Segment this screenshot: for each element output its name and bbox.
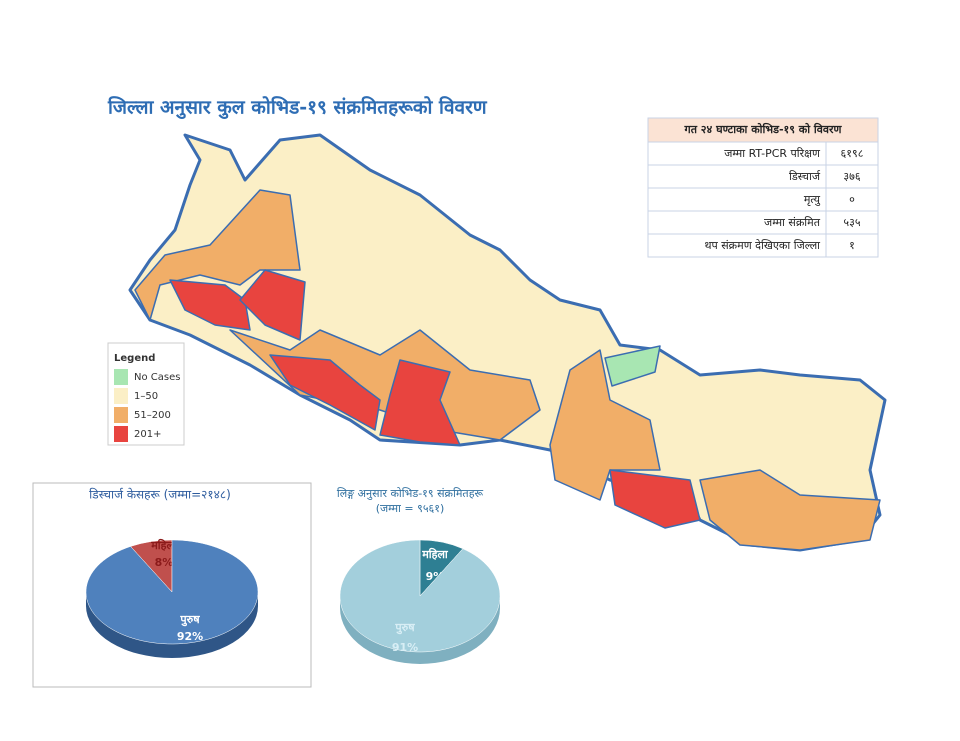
legend-swatch [114, 426, 128, 442]
nepal-map [128, 133, 887, 552]
summary-table: गत २४ घण्टाका कोभिड-१९ को विवरण जम्मा RT… [647, 117, 879, 258]
slice-value: 92% [177, 630, 203, 643]
pie-title: डिस्चार्ज केसहरू (जम्मा=२१४८) [89, 488, 231, 502]
legend-label: No Cases [134, 372, 180, 383]
district [699, 469, 881, 551]
slice-name: महिला [150, 538, 178, 552]
district [609, 469, 701, 529]
row-value: ५३५ [843, 216, 860, 229]
row-value: ६१९८ [841, 147, 864, 160]
slice-name: पुरुष [394, 621, 415, 635]
table-header-bg [647, 117, 879, 143]
district [379, 359, 461, 446]
table-header: गत २४ घण्टाका कोभिड-१९ को विवरण [684, 122, 843, 136]
slice-name: पुरुष [179, 613, 200, 627]
slice-name: महिला [421, 547, 449, 561]
pie-slice [339, 539, 501, 653]
pie-title-box: लिङ्ग अनुसार कोभिड-१९ संक्रमितहरू (जम्मा… [336, 487, 484, 515]
district [169, 279, 251, 331]
row-label: मृत्यु [804, 193, 821, 206]
legend-label: 1–50 [134, 391, 158, 402]
legend-label: 51–200 [134, 410, 171, 421]
row-label: डिस्चार्ज [789, 170, 821, 183]
legend-label: 201+ [134, 429, 161, 440]
slice-value: 8% [155, 556, 174, 569]
district [134, 189, 301, 321]
district [604, 345, 661, 387]
legend-title: Legend [114, 353, 155, 364]
pie-title: लिङ्ग अनुसार कोभिड-१९ संक्रमितहरू (जम्मा… [336, 487, 484, 515]
district [239, 269, 306, 341]
pie-slice [85, 539, 259, 645]
slice-value: 91% [392, 641, 418, 654]
row-label: जम्मा RT-PCR परिक्षण [724, 147, 821, 160]
row-value: १ [849, 239, 855, 252]
legend-swatch [114, 388, 128, 404]
legend-swatch [114, 369, 128, 385]
district [549, 349, 661, 501]
legend-swatch [114, 407, 128, 423]
row-label: जम्मा संक्रमित [764, 216, 821, 229]
district [269, 354, 381, 431]
districts [134, 189, 881, 551]
row-label: थप संक्रमण देखिएका जिल्ला [704, 239, 820, 252]
pie-box [32, 482, 312, 688]
row-value: ० [849, 193, 855, 206]
map-title: जिल्ला अनुसार कुल कोभिड-१९ संक्रमितहरूको… [107, 96, 488, 120]
row-value: ३७६ [843, 170, 860, 183]
